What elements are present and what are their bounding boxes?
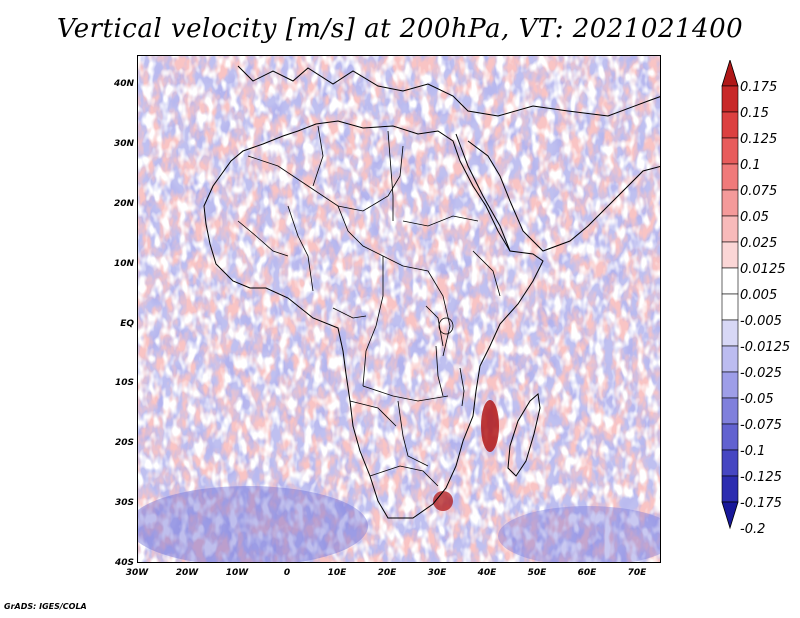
colorbar-label-0.075: 0.075	[740, 184, 778, 199]
lon-tick-10e: 10E	[327, 568, 347, 578]
lat-tick-40s: 40S	[114, 558, 134, 568]
lon-tick-20e: 20E	[377, 568, 397, 578]
colorbar-label-neg0.125: -0.125	[740, 470, 782, 485]
europe-coastline	[237, 65, 660, 117]
lat-tick-40n: 40N	[113, 79, 134, 89]
colorbar	[721, 60, 739, 530]
lon-tick-0: 0	[283, 568, 291, 578]
lat-tick-30s: 30S	[114, 498, 134, 508]
lat-tick-20s: 20S	[114, 438, 134, 448]
colorbar-swatch	[721, 423, 739, 451]
colorbar-label-0.125: 0.125	[740, 132, 778, 147]
colorbar-label-neg0.05: -0.05	[740, 392, 774, 407]
white-noise	[138, 56, 660, 562]
colorbar-swatch	[721, 137, 739, 165]
lon-tick-10w: 10W	[225, 568, 249, 578]
moz-channel-ascent	[481, 400, 499, 452]
colorbar-label-neg0.0125: -0.0125	[740, 340, 791, 355]
colorbar-swatch	[721, 85, 739, 113]
colorbar-label-0.15: 0.15	[740, 106, 769, 121]
map-panel	[137, 55, 661, 563]
colorbar-label-0.175: 0.175	[740, 80, 778, 95]
colorbar-bottom-arrow	[721, 501, 739, 530]
lon-tick-50e: 50E	[527, 568, 547, 578]
lat-tick-20n: 20N	[113, 199, 134, 209]
colorbar-swatch	[721, 163, 739, 191]
se-africa-ascent	[433, 491, 453, 511]
lon-tick-60e: 60E	[577, 568, 597, 578]
colorbar-swatch	[721, 215, 739, 243]
colorbar-swatch	[721, 345, 739, 373]
lon-tick-30e: 30E	[427, 568, 447, 578]
colorbar-label-0.1: 0.1	[740, 158, 761, 173]
map-title: Vertical velocity [m/s] at 200hPa, VT: 2…	[56, 14, 744, 44]
lat-tick-30n: 30N	[113, 139, 134, 149]
colorbar-swatch	[721, 267, 739, 295]
lon-tick-40e: 40E	[477, 568, 497, 578]
lat-tick-eq: EQ	[120, 319, 134, 329]
lon-tick-30w: 30W	[125, 568, 149, 578]
red-sea	[455, 133, 511, 252]
colorbar-label-neg0.075: -0.075	[740, 418, 782, 433]
colorbar-swatch	[721, 449, 739, 477]
grads-credit: GrADS: IGES/COLA	[4, 602, 87, 611]
colorbar-swatch	[721, 189, 739, 217]
colorbar-label-neg0.005: -0.005	[740, 314, 782, 329]
colorbar-swatch	[721, 475, 739, 503]
lon-tick-20w: 20W	[175, 568, 199, 578]
sw-subsidence	[138, 486, 368, 562]
africa-coastline	[203, 120, 544, 519]
colorbar-swatch	[721, 371, 739, 399]
se-subsidence	[498, 506, 660, 562]
lon-tick-70e: 70E	[627, 568, 647, 578]
madagascar-coastline	[507, 393, 541, 477]
colorbar-label-neg0.175: -0.175	[740, 496, 782, 511]
colorbar-label-neg0.1: -0.1	[740, 444, 766, 459]
vertical-velocity-field	[138, 56, 660, 562]
colorbar-swatch	[721, 319, 739, 347]
colorbar-swatch	[721, 293, 739, 321]
colorbar-label-0.005: 0.005	[740, 288, 778, 303]
colorbar-swatch	[721, 111, 739, 139]
lakes	[435, 317, 465, 407]
country-borders	[237, 125, 501, 487]
colorbar-top-arrow	[721, 60, 739, 87]
colorbar-swatch	[721, 241, 739, 269]
lat-tick-10s: 10S	[114, 378, 134, 388]
colorbar-swatch	[721, 397, 739, 425]
arabia-coastline	[467, 140, 660, 252]
colorbar-label-0.0125: 0.0125	[740, 262, 786, 277]
lat-tick-10n: 10N	[113, 259, 134, 269]
colorbar-label-0.05: 0.05	[740, 210, 769, 225]
colorbar-label-neg0.025: -0.025	[740, 366, 782, 381]
colorbar-label-0.025: 0.025	[740, 236, 778, 251]
colorbar-label-neg0.2: -0.2	[740, 522, 766, 537]
